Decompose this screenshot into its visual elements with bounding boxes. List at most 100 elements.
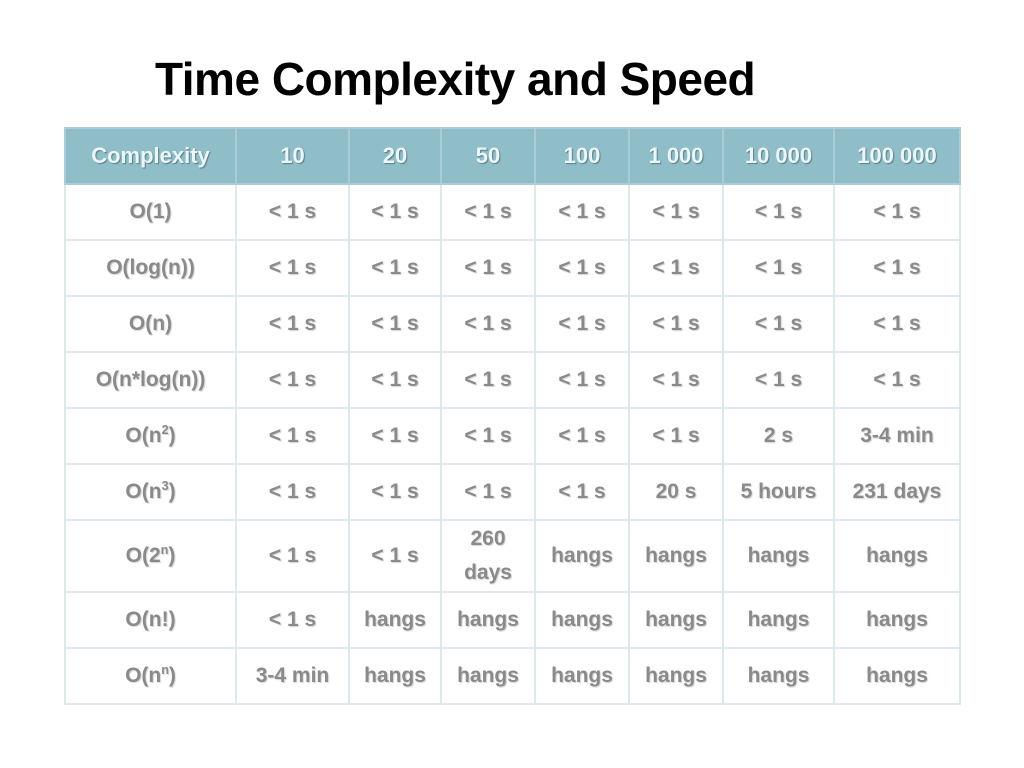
time-cell: < 1 s — [235, 591, 350, 649]
time-cell: < 1 s — [440, 351, 536, 409]
time-cell: < 1 s — [348, 239, 442, 297]
time-cell: < 1 s — [628, 407, 724, 465]
header-n-1: 10 — [235, 127, 350, 185]
time-cell: 2 s — [722, 407, 835, 465]
time-cell: < 1 s — [440, 463, 536, 521]
time-cell: < 1 s — [348, 351, 442, 409]
table-row: O(2n) < 1 s < 1 s 260 days hangs hangs hangs ha… — [64, 519, 961, 593]
time-cell: < 1 s — [833, 183, 961, 241]
complexity-label: O(nn) — [64, 647, 237, 705]
time-cell: < 1 s — [235, 183, 350, 241]
time-cell: 5 hours — [722, 463, 835, 521]
time-cell: < 1 s — [833, 351, 961, 409]
time-cell: < 1 s — [235, 407, 350, 465]
complexity-table: Complexity 10 20 50 100 1 000 10 000 100 000 O(… — [64, 127, 961, 705]
complexity-label-close: ) — [168, 424, 176, 448]
complexity-label: O(log(n)) — [64, 239, 237, 297]
time-cell: < 1 s — [235, 463, 350, 521]
time-cell: 231 days — [833, 463, 961, 521]
time-cell: hangs — [348, 647, 442, 705]
time-cell: < 1 s — [348, 463, 442, 521]
complexity-label: O(1) — [64, 183, 237, 241]
slide-title: Time Complexity and Speed — [155, 53, 756, 105]
complexity-label: O(n3) — [64, 463, 237, 521]
table-row: O(n*log(n)) < 1 s < 1 s < 1 s < 1 s < 1 s < 1 … — [64, 351, 961, 409]
time-cell: < 1 s — [348, 183, 442, 241]
complexity-label-close: ) — [168, 664, 176, 688]
complexity-label-base: O(n) — [128, 312, 173, 336]
complexity-label-base: O(n*log(n)) — [95, 368, 206, 392]
complexity-label: O(n*log(n)) — [64, 351, 237, 409]
complexity-label-exponent: 3 — [161, 479, 169, 494]
time-cell: < 1 s — [722, 295, 835, 353]
header-n-6: 10 000 — [722, 127, 835, 185]
time-cell: < 1 s — [348, 407, 442, 465]
time-cell: hangs — [722, 519, 835, 593]
complexity-label-base: O(n — [125, 480, 162, 504]
time-cell: < 1 s — [440, 295, 536, 353]
complexity-label-exponent: n — [160, 543, 169, 558]
time-cell: < 1 s — [628, 295, 724, 353]
time-cell: < 1 s — [235, 351, 350, 409]
time-cell: hangs — [534, 519, 630, 593]
time-cell: < 1 s — [440, 183, 536, 241]
complexity-label-close: ) — [168, 544, 176, 568]
header-n-5: 1 000 — [628, 127, 724, 185]
table-row: O(log(n)) < 1 s < 1 s < 1 s < 1 s < 1 s < 1 s <… — [64, 239, 961, 297]
time-cell: < 1 s — [722, 239, 835, 297]
complexity-label: O(2n) — [64, 519, 237, 593]
time-cell: < 1 s — [628, 351, 724, 409]
complexity-label: O(n2) — [64, 407, 237, 465]
time-cell: < 1 s — [722, 351, 835, 409]
complexity-label-base: O(n — [125, 424, 162, 448]
time-cell: < 1 s — [235, 295, 350, 353]
complexity-label-close: ) — [168, 480, 176, 504]
header-n-2: 20 — [348, 127, 442, 185]
table-row: O(n!) < 1 s hangs hangs hangs hangs hangs hangs — [64, 591, 961, 649]
time-cell: < 1 s — [534, 463, 630, 521]
header-n-3: 50 — [440, 127, 536, 185]
table-row: O(nn) 3-4 min hangs hangs hangs hangs hangs han… — [64, 647, 961, 705]
complexity-label-base: O(n!) — [125, 608, 176, 632]
time-cell: < 1 s — [348, 519, 442, 593]
time-cell: hangs — [348, 591, 442, 649]
table-row: O(n) < 1 s < 1 s < 1 s < 1 s < 1 s < 1 s < 1 s — [64, 295, 961, 353]
header-n-4: 100 — [534, 127, 630, 185]
header-complexity: Complexity — [64, 127, 237, 185]
time-cell: < 1 s — [534, 183, 630, 241]
time-cell: hangs — [628, 647, 724, 705]
time-cell: hangs — [722, 591, 835, 649]
complexity-label: O(n) — [64, 295, 237, 353]
complexity-label-exponent: n — [161, 663, 169, 678]
complexity-label-base: O(1) — [129, 200, 172, 224]
time-cell: < 1 s — [833, 239, 961, 297]
time-cell: < 1 s — [348, 295, 442, 353]
time-cell: hangs — [534, 647, 630, 705]
time-cell: 260 days — [440, 519, 536, 593]
time-cell: < 1 s — [722, 183, 835, 241]
time-cell: < 1 s — [833, 295, 961, 353]
header-row: Complexity 10 20 50 100 1 000 10 000 100 000 — [64, 127, 961, 185]
time-cell: < 1 s — [440, 407, 536, 465]
time-cell: hangs — [628, 519, 724, 593]
time-cell: hangs — [440, 647, 536, 705]
time-cell: 20 s — [628, 463, 724, 521]
time-cell: hangs — [628, 591, 724, 649]
time-cell: < 1 s — [534, 351, 630, 409]
time-cell: hangs — [440, 591, 536, 649]
time-cell: < 1 s — [534, 407, 630, 465]
table-row: O(1) < 1 s < 1 s < 1 s < 1 s < 1 s < 1 s < 1 s — [64, 183, 961, 241]
complexity-label-exponent: 2 — [161, 423, 169, 438]
complexity-label-base: O(2 — [125, 544, 161, 568]
header-n-7: 100 000 — [833, 127, 961, 185]
time-cell: hangs — [833, 591, 961, 649]
time-cell: 3-4 min — [833, 407, 961, 465]
time-cell: < 1 s — [440, 239, 536, 297]
time-cell: < 1 s — [628, 239, 724, 297]
time-cell: hangs — [833, 647, 961, 705]
time-cell: hangs — [722, 647, 835, 705]
